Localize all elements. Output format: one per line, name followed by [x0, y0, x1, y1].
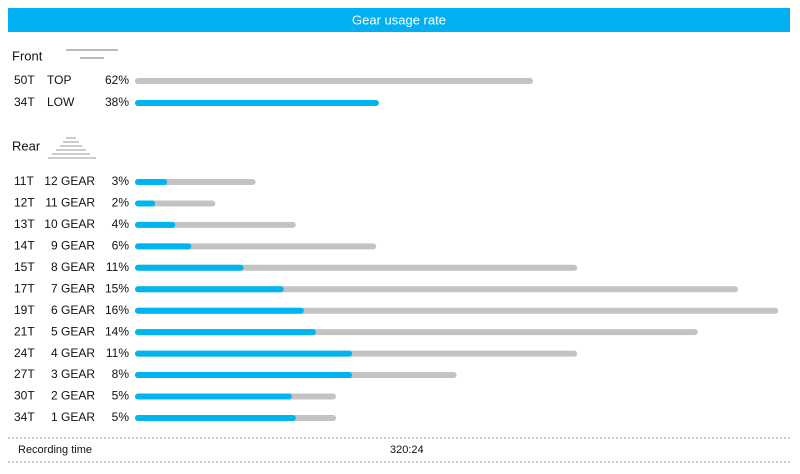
- header-bar: [8, 8, 790, 32]
- cog: 17T: [14, 281, 35, 295]
- gear-name: 1 GEAR: [51, 410, 95, 424]
- bar: [135, 200, 156, 207]
- bar: [135, 264, 244, 271]
- bar: [135, 179, 168, 185]
- cog: 24T: [14, 346, 35, 360]
- bar: [135, 307, 304, 314]
- percent-label: 5%: [112, 410, 130, 424]
- bar: [135, 78, 534, 84]
- cog: 34T: [14, 95, 35, 109]
- header-title: Gear usage rate: [352, 12, 446, 27]
- front-icon: [66, 49, 118, 59]
- gear-name: 4 GEAR: [51, 346, 95, 360]
- bar: [135, 100, 379, 106]
- gear-name: 9 GEAR: [51, 239, 95, 253]
- bar: [135, 286, 738, 293]
- percent-label: 4%: [112, 217, 130, 231]
- gear-name: 3 GEAR: [51, 367, 95, 381]
- bar: [135, 329, 316, 336]
- footer-label: Recording time: [18, 444, 92, 456]
- cog: 19T: [14, 303, 35, 317]
- percent-label: 5%: [112, 389, 130, 403]
- gear-name: 6 GEAR: [51, 303, 95, 317]
- gear-name: 8 GEAR: [51, 260, 95, 274]
- cog: 13T: [14, 217, 35, 231]
- gear-name: LOW: [47, 95, 75, 109]
- gear-name: 12 GEAR: [44, 174, 95, 188]
- footer-value: 320:24: [390, 444, 424, 456]
- percent-label: 6%: [112, 239, 130, 253]
- bar: [135, 350, 353, 357]
- gear-name: 2 GEAR: [51, 389, 95, 403]
- cog: 30T: [14, 389, 35, 403]
- bar: [135, 264, 578, 271]
- percent-label: 14%: [105, 324, 129, 338]
- cog: 50T: [14, 73, 35, 87]
- cog: 14T: [14, 239, 35, 253]
- bar: [135, 243, 192, 250]
- bar: [135, 372, 353, 379]
- gear-name: 10 GEAR: [44, 217, 95, 231]
- percent-label: 16%: [105, 303, 129, 317]
- bar: [135, 221, 176, 228]
- percent-label: 2%: [112, 196, 130, 210]
- cog: 27T: [14, 367, 35, 381]
- bar: [135, 393, 292, 400]
- cog: 21T: [14, 324, 35, 338]
- percent-label: 62%: [105, 73, 129, 87]
- gear-name: TOP: [47, 73, 71, 87]
- bar: [135, 221, 296, 228]
- gear-name: 7 GEAR: [51, 281, 95, 295]
- percent-label: 3%: [112, 174, 130, 188]
- bar: [135, 200, 216, 207]
- cog: 12T: [14, 196, 35, 210]
- percent-label: 11%: [106, 346, 129, 360]
- percent-label: 8%: [112, 367, 130, 381]
- percent-label: 11%: [106, 260, 129, 274]
- gear-name: 5 GEAR: [51, 324, 95, 338]
- percent-label: 15%: [105, 281, 129, 295]
- bar: [135, 286, 284, 293]
- percent-label: 38%: [105, 95, 129, 109]
- cog: 34T: [14, 410, 35, 424]
- cog: 15T: [14, 260, 35, 274]
- bar: [135, 243, 377, 250]
- gear-name: 11 GEAR: [45, 196, 95, 210]
- rear-icon: [48, 137, 96, 159]
- bar: [135, 414, 296, 421]
- front-label: Front: [12, 48, 43, 63]
- cog: 11T: [14, 174, 34, 188]
- rear-label: Rear: [12, 138, 41, 153]
